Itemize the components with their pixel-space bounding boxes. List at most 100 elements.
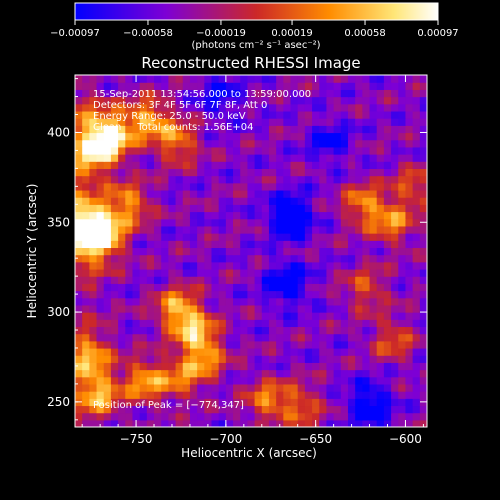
heatmap-cell xyxy=(82,233,90,241)
heatmap-cell xyxy=(376,182,385,191)
heatmap-cell xyxy=(110,96,119,105)
heatmap-cell xyxy=(240,312,249,320)
heatmap-cell xyxy=(362,326,371,335)
heatmap-cell xyxy=(96,189,105,198)
heatmap-cell xyxy=(189,297,198,306)
heatmap-cell xyxy=(268,89,277,98)
heatmap-cell xyxy=(376,340,385,349)
heatmap-cell xyxy=(96,383,105,392)
heatmap-cell xyxy=(189,146,198,155)
heatmap-cell xyxy=(312,355,320,363)
heatmap-cell xyxy=(189,139,198,148)
heatmap-cell xyxy=(118,405,126,414)
heatmap-cell xyxy=(419,161,427,169)
heatmap-cell xyxy=(197,268,205,277)
heatmap-cell xyxy=(204,261,213,270)
heatmap-cell xyxy=(340,146,349,155)
heatmap-cell xyxy=(261,89,270,98)
heatmap-cell xyxy=(82,110,90,119)
colorbar-scale xyxy=(74,2,439,21)
heatmap-cell xyxy=(118,376,126,385)
heatmap-cell xyxy=(261,369,270,378)
heatmap-cell xyxy=(369,355,378,363)
heatmap-cell xyxy=(197,304,205,313)
heatmap-cell xyxy=(340,182,349,191)
heatmap-cell xyxy=(376,376,385,385)
heatmap-cell xyxy=(146,254,155,263)
heatmap-cell xyxy=(261,82,270,90)
heatmap-cell xyxy=(233,355,241,363)
heatmap-cell xyxy=(283,240,292,249)
heatmap-cell xyxy=(383,319,392,328)
heatmap-cell xyxy=(197,290,205,299)
heatmap-cell xyxy=(398,419,407,427)
heatmap-cell xyxy=(161,103,169,112)
heatmap-cell xyxy=(211,175,220,184)
heatmap-cell xyxy=(75,391,83,399)
heatmap-cell xyxy=(125,204,134,213)
heatmap-cell xyxy=(182,132,191,141)
heatmap-cell xyxy=(383,391,392,399)
heatmap-cell xyxy=(297,197,306,205)
heatmap-cell xyxy=(118,182,126,191)
heatmap-cell xyxy=(340,355,349,363)
heatmap-cell xyxy=(261,146,270,155)
heatmap-cell xyxy=(132,362,141,371)
x-tick-label: −750 xyxy=(120,432,153,446)
heatmap-cell xyxy=(326,347,335,356)
heatmap-cell xyxy=(233,419,241,427)
heatmap-cell xyxy=(319,268,328,277)
heatmap-cell xyxy=(391,304,399,313)
heatmap-cell xyxy=(146,376,155,385)
heatmap-cell xyxy=(240,218,249,227)
heatmap-cell xyxy=(340,204,349,213)
heatmap-cell xyxy=(383,326,392,335)
heatmap-cell xyxy=(355,412,363,421)
heatmap-cell xyxy=(154,398,162,407)
heatmap-cell xyxy=(419,103,427,112)
heatmap-cell xyxy=(376,405,385,414)
heatmap-cell xyxy=(412,347,421,356)
heatmap-cell xyxy=(161,268,169,277)
heatmap-cell xyxy=(254,103,263,112)
heatmap-cell xyxy=(189,175,198,184)
heatmap-cell xyxy=(89,132,98,141)
heatmap-cell xyxy=(261,118,270,126)
heatmap-cell xyxy=(391,398,399,407)
heatmap-cell xyxy=(383,347,392,356)
heatmap-cell xyxy=(290,110,299,119)
heatmap-cell xyxy=(398,96,407,105)
heatmap-cell xyxy=(139,204,148,213)
heatmap-cell xyxy=(383,168,392,177)
heatmap-cell xyxy=(319,204,328,213)
annotation-algorithm: Clean Total counts: 1.56E+04 xyxy=(93,122,253,133)
heatmap-cell xyxy=(82,175,90,184)
heatmap-cell xyxy=(218,312,227,320)
heatmap-cell xyxy=(383,96,392,105)
heatmap-cell xyxy=(254,355,263,363)
heatmap-cell xyxy=(218,304,227,313)
heatmap-cell xyxy=(362,168,371,177)
colorbar-tick-label: 0.00019 xyxy=(271,28,312,39)
heatmap-cell xyxy=(326,154,335,162)
heatmap-cell xyxy=(347,254,356,263)
heatmap-cell xyxy=(319,412,328,421)
heatmap-cell xyxy=(125,247,134,256)
heatmap-cell xyxy=(82,312,90,320)
heatmap-cell xyxy=(154,261,162,270)
heatmap-cell xyxy=(82,304,90,313)
heatmap-cell xyxy=(276,297,284,306)
heatmap-cell xyxy=(319,347,328,356)
heatmap-cell xyxy=(233,240,241,249)
heatmap-cell xyxy=(319,132,328,141)
heatmap-cell xyxy=(189,247,198,256)
heatmap-cell xyxy=(247,290,256,299)
heatmap-cell xyxy=(154,82,162,90)
heatmap-cell xyxy=(118,333,126,342)
heatmap-cell xyxy=(211,290,220,299)
heatmap-cell xyxy=(369,225,378,234)
heatmap-cell xyxy=(268,333,277,342)
heatmap-cell xyxy=(175,89,184,98)
heatmap-cell xyxy=(175,326,184,335)
heatmap-cell xyxy=(319,175,328,184)
